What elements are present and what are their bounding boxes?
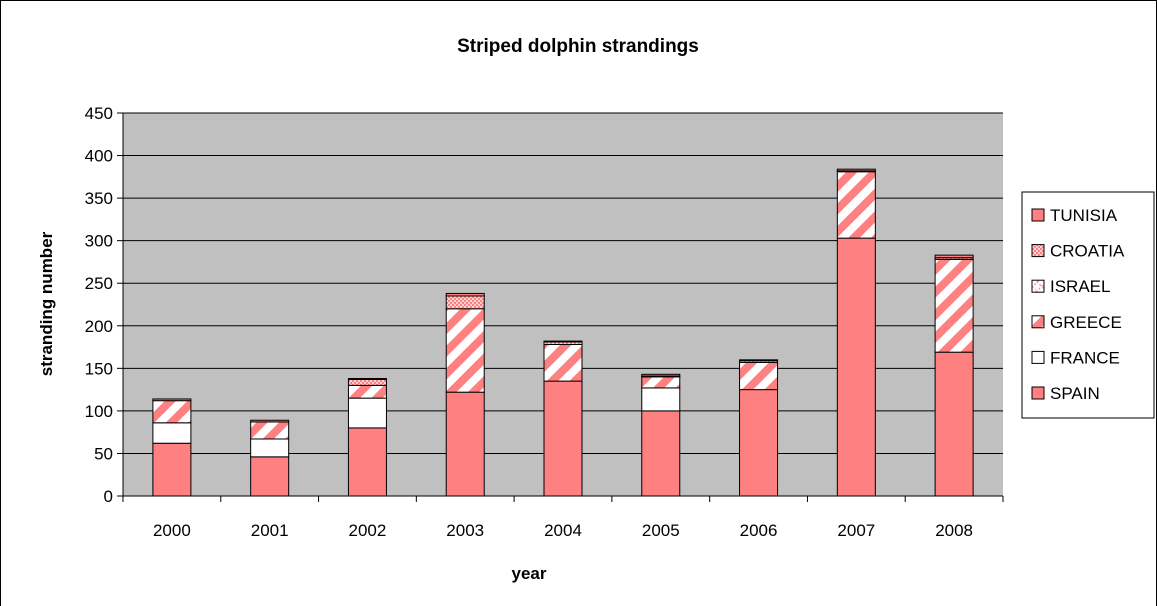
- y-tick-label: 100: [85, 402, 113, 421]
- legend-swatch-spain: [1031, 386, 1045, 400]
- bar-segment-france-2005: [641, 387, 681, 412]
- bar-segment-tunisia-2008: [934, 254, 974, 259]
- x-tick-label: 2005: [642, 521, 680, 540]
- bars: [152, 168, 974, 497]
- y-tick-label: 300: [85, 232, 113, 251]
- bar-segment-spain-2005: [641, 410, 681, 497]
- bar-segment-tunisia-2004: [543, 340, 583, 343]
- y-tick-label: 400: [85, 147, 113, 166]
- bar-segment-tunisia-2006: [739, 359, 779, 362]
- y-tick-label: 250: [85, 274, 113, 293]
- bar-segment-greece-2004: [543, 344, 583, 382]
- legend-label-israel: ISRAEL: [1050, 277, 1110, 296]
- bar-segment-spain-2000: [152, 442, 192, 497]
- x-axis: 2000 2001 2002 2003 2004 2005 2006 2007 2008: [122, 495, 1004, 540]
- bar-segment-france-2001: [250, 438, 290, 458]
- legend-label-croatia: CROATIA: [1050, 242, 1125, 261]
- bar-segment-greece-2006: [739, 361, 779, 391]
- legend-label-greece: GREECE: [1050, 313, 1122, 332]
- bar-segment-greece-2005: [641, 376, 681, 389]
- x-tick-label: 2002: [349, 521, 387, 540]
- y-tick-label: 150: [85, 359, 113, 378]
- x-tick-label: 2000: [153, 521, 191, 540]
- bar-segment-spain-2008: [934, 351, 974, 497]
- y-tick-label: 350: [85, 189, 113, 208]
- legend-label-spain: SPAIN: [1050, 384, 1100, 403]
- bar-segment-spain-2007: [836, 237, 876, 497]
- bar-segment-tunisia-2005: [641, 373, 681, 377]
- legend-swatch-israel: [1031, 279, 1045, 293]
- bar-segment-france-2002: [347, 397, 387, 429]
- bar-segment-tunisia-2007: [836, 168, 876, 172]
- legend-label-tunisia: TUNISIA: [1050, 206, 1118, 225]
- bar-segment-greece-2003: [445, 308, 485, 393]
- bar-segment-spain-2001: [250, 456, 290, 497]
- x-tick-label: 2007: [837, 521, 875, 540]
- y-tick-label: 50: [94, 444, 113, 463]
- y-tick-label: 450: [85, 104, 113, 123]
- bar-segment-tunisia-2001: [250, 419, 290, 423]
- y-axis-label: stranding number: [37, 231, 56, 376]
- legend-swatch-tunisia: [1031, 208, 1045, 222]
- x-axis-label: year: [512, 564, 547, 583]
- legend-swatch-france: [1031, 350, 1045, 364]
- bar-segment-croatia-2002: [347, 378, 387, 386]
- bar-segment-croatia-2003: [445, 295, 485, 310]
- bar-segment-tunisia-2002: [347, 378, 387, 380]
- legend-swatch-croatia: [1031, 244, 1045, 258]
- legend-swatch-greece: [1031, 315, 1045, 329]
- bar-segment-france-2000: [152, 422, 192, 444]
- x-tick-label: 2008: [935, 521, 973, 540]
- bar-segment-tunisia-2000: [152, 398, 192, 402]
- bar-segment-spain-2004: [543, 380, 583, 497]
- bar-segment-greece-2001: [250, 421, 290, 440]
- legend: TUNISIA CROATIA ISRAEL GREECE FRANCE SPAIN: [1021, 191, 1155, 419]
- bar-segment-spain-2002: [347, 427, 387, 497]
- chart-title: Striped dolphin strandings: [457, 36, 699, 57]
- y-axis: 0 50 100 150 200 250 300 350 400 450: [85, 104, 124, 506]
- bar-segment-greece-2002: [347, 384, 387, 399]
- bar-segment-greece-2007: [836, 171, 876, 239]
- x-tick-label: 2004: [544, 521, 582, 540]
- bar-segment-tunisia-2003: [445, 292, 485, 297]
- y-tick-label: 0: [104, 487, 113, 506]
- bar-segment-greece-2000: [152, 400, 192, 424]
- x-tick-label: 2003: [446, 521, 484, 540]
- bar-segment-spain-2006: [739, 389, 779, 497]
- bar-segment-spain-2003: [445, 391, 485, 497]
- legend-label-france: FRANCE: [1050, 348, 1120, 367]
- legend-box: [1021, 191, 1155, 419]
- y-tick-label: 200: [85, 317, 113, 336]
- bar-segment-greece-2008: [934, 258, 974, 353]
- x-tick-label: 2001: [251, 521, 289, 540]
- x-tick-label: 2006: [740, 521, 778, 540]
